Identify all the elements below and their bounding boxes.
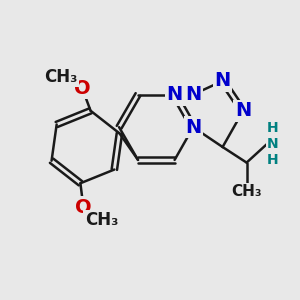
Text: O: O [75,198,92,217]
Text: CH₃: CH₃ [85,211,118,229]
Text: CH₃: CH₃ [44,68,77,86]
Text: N: N [185,85,201,104]
Text: N: N [214,71,231,91]
Text: CH₃: CH₃ [231,184,262,199]
Text: N: N [167,85,183,104]
Text: N: N [235,101,251,121]
Text: N: N [185,118,201,137]
Text: H
N
H: H N H [267,121,279,167]
Text: O: O [74,79,91,98]
